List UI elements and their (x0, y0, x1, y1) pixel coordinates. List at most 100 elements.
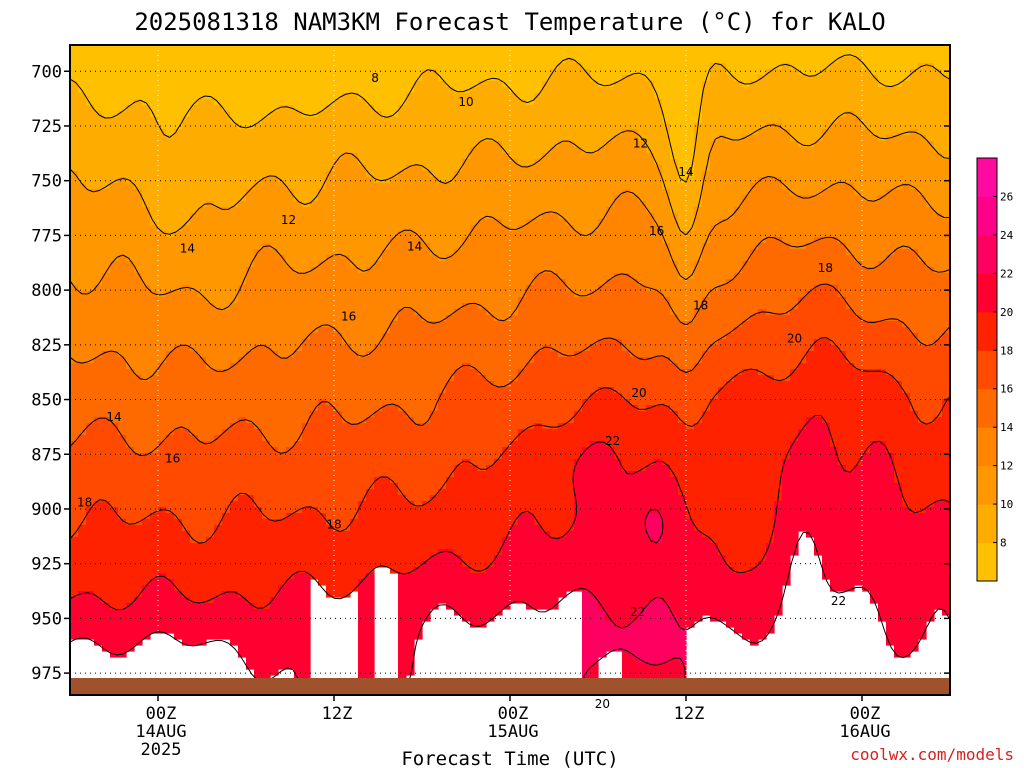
field-cell (270, 45, 279, 112)
field-cell (302, 339, 311, 424)
field-cell (686, 45, 695, 178)
field-cell (542, 153, 551, 214)
field-cell (630, 357, 639, 406)
field-cell (278, 183, 287, 256)
contour-label: 10 (458, 95, 473, 109)
field-cell (718, 285, 727, 340)
contour-label: 16 (341, 309, 356, 323)
field-cell (670, 315, 679, 364)
field-cell (718, 555, 727, 622)
contour-label: 20 (787, 331, 802, 345)
field-cell (758, 243, 767, 310)
field-cell (766, 543, 775, 634)
field-cell (278, 453, 287, 520)
field-cell (310, 45, 319, 118)
field-cell (222, 513, 231, 592)
field-cell (686, 177, 695, 232)
field-cell (470, 369, 479, 466)
field-cell (222, 207, 231, 310)
field-cell (582, 237, 591, 298)
field-cell (430, 321, 439, 412)
field-cell (670, 411, 679, 478)
field-cell (230, 207, 239, 304)
field-cell (862, 201, 871, 268)
field-cell (246, 423, 255, 496)
field-cell (86, 591, 95, 640)
field-cell (678, 45, 687, 184)
field-cell (582, 351, 591, 400)
field-cell (478, 309, 487, 376)
field-cell (630, 405, 639, 472)
field-cell (382, 249, 391, 334)
field-cell (102, 45, 111, 118)
field-cell (638, 285, 647, 358)
field-cell (742, 321, 751, 370)
field-cell (446, 315, 455, 382)
field-cell (302, 573, 311, 694)
field-cell (790, 441, 799, 556)
field-cell (494, 555, 503, 616)
field-cell (382, 45, 391, 118)
field-cell (470, 87, 479, 148)
field-cell (886, 453, 895, 646)
field-cell (886, 87, 895, 136)
field-cell (398, 495, 407, 574)
field-cell (934, 45, 943, 70)
field-cell (854, 117, 863, 196)
field-cell (638, 357, 647, 412)
field-cell (166, 579, 175, 634)
field-cell (454, 45, 463, 94)
field-cell (270, 111, 279, 178)
field-cell (726, 219, 735, 280)
field-cell (870, 441, 879, 604)
field-cell (590, 597, 599, 664)
field-cell (326, 105, 335, 172)
field-cell (126, 183, 135, 262)
field-cell (686, 231, 695, 280)
field-cell (750, 249, 759, 316)
field-cell (886, 189, 895, 256)
field-cell (406, 417, 415, 502)
field-cell (702, 171, 711, 244)
field-cell (838, 183, 847, 244)
contour-label: 16 (649, 224, 664, 238)
colorbar-label: 8 (1000, 537, 1007, 550)
field-cell (566, 291, 575, 358)
field-cell (374, 45, 383, 112)
field-cell (870, 369, 879, 442)
colorbar-swatch (977, 273, 997, 313)
field-cell (414, 507, 423, 568)
contour-label: 16 (165, 452, 180, 466)
field-cell (782, 459, 791, 586)
field-cell (502, 447, 511, 538)
field-cell (942, 45, 950, 76)
field-cell (910, 333, 919, 412)
field-cell (534, 159, 543, 220)
field-cell (190, 435, 199, 544)
field-cell (518, 513, 527, 604)
field-cell (238, 45, 247, 130)
field-cell (198, 207, 207, 298)
field-cell (254, 249, 263, 346)
field-cell (70, 597, 79, 640)
field-cell (286, 45, 295, 106)
field-cell (270, 249, 279, 352)
field-cell (110, 117, 119, 184)
field-cell (206, 45, 215, 100)
field-cell (734, 81, 743, 142)
field-cell (638, 75, 647, 142)
field-cell (886, 255, 895, 322)
field-cell (702, 537, 711, 616)
field-cell (910, 513, 919, 652)
field-cell (310, 507, 319, 580)
field-cell (574, 147, 583, 232)
field-cell (118, 609, 127, 658)
field-cell (94, 189, 103, 286)
field-cell (686, 429, 695, 520)
field-cell (318, 327, 327, 400)
field-cell (454, 555, 463, 616)
field-cell (222, 591, 231, 640)
colorbar-label: 24 (1000, 229, 1014, 242)
field-cell (390, 237, 399, 322)
field-cell (886, 375, 895, 454)
